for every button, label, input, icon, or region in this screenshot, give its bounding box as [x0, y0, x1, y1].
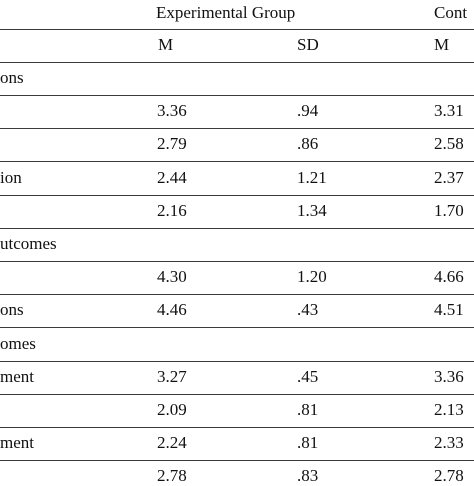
section-label: ons — [0, 68, 24, 87]
row-divider — [0, 294, 474, 295]
control-mean-cell: 3.36 — [434, 367, 464, 386]
experimental-sd-cell: .45 — [297, 367, 319, 386]
row-label: ment — [0, 367, 34, 386]
row-divider — [0, 427, 474, 428]
experimental-sd-cell: 1.34 — [297, 201, 327, 220]
row-divider — [0, 361, 474, 362]
row-label: ion — [0, 168, 22, 187]
experimental-mean-cell: 2.24 — [157, 433, 187, 452]
experimental-sd-cell: .43 — [297, 300, 319, 319]
control-mean-cell: 2.33 — [434, 433, 464, 452]
experimental-sd-cell: .81 — [297, 433, 319, 452]
row-divider — [0, 161, 474, 162]
row-divider — [0, 261, 474, 262]
row-divider — [0, 128, 474, 129]
experimental-mean-cell: 2.16 — [157, 201, 187, 220]
experimental-mean-cell: 2.79 — [157, 134, 187, 153]
experimental-mean-cell: 4.46 — [157, 300, 187, 319]
section-label: omes — [0, 334, 36, 353]
experimental-sd-cell: .86 — [297, 134, 319, 153]
control-mean-cell: 4.66 — [434, 267, 464, 286]
experimental-sd-cell: .83 — [297, 466, 319, 485]
row-divider — [0, 228, 474, 229]
row-divider — [0, 95, 474, 96]
experimental-mean-cell: 3.36 — [157, 101, 187, 120]
row-divider — [0, 394, 474, 395]
control-mean-cell: 2.13 — [434, 400, 464, 419]
section-label: utcomes — [0, 234, 57, 253]
control-mean-cell: 2.37 — [434, 168, 464, 187]
experimental-mean-cell: 4.30 — [157, 267, 187, 286]
experimental-mean-cell: 2.09 — [157, 400, 187, 419]
experimental-mean-cell: 2.44 — [157, 168, 187, 187]
row-divider — [0, 195, 474, 196]
row-divider — [0, 460, 474, 461]
control-mean-cell: 2.58 — [434, 134, 464, 153]
row-divider — [0, 327, 474, 328]
mean-column-header: M — [158, 35, 174, 54]
experimental-sd-cell: 1.20 — [297, 267, 327, 286]
experimental-sd-cell: .81 — [297, 400, 319, 419]
experimental-sd-cell: .94 — [297, 101, 319, 120]
header-bottom-rule — [0, 62, 474, 63]
row-label: ons — [0, 300, 24, 319]
experimental-mean-cell: 3.27 — [157, 367, 187, 386]
experimental-group-header: Experimental Group — [156, 3, 296, 22]
control-mean-column-header: M — [434, 35, 450, 54]
experimental-mean-cell: 2.78 — [157, 466, 187, 485]
control-mean-cell: 2.78 — [434, 466, 464, 485]
header-divider — [0, 29, 474, 30]
row-label: ment — [0, 433, 34, 452]
control-group-header: Cont — [434, 3, 468, 22]
control-mean-cell: 1.70 — [434, 201, 464, 220]
experimental-sd-cell: 1.21 — [297, 168, 327, 187]
control-mean-cell: 3.31 — [434, 101, 464, 120]
control-mean-cell: 4.51 — [434, 300, 464, 319]
sd-column-header: SD — [297, 35, 319, 54]
